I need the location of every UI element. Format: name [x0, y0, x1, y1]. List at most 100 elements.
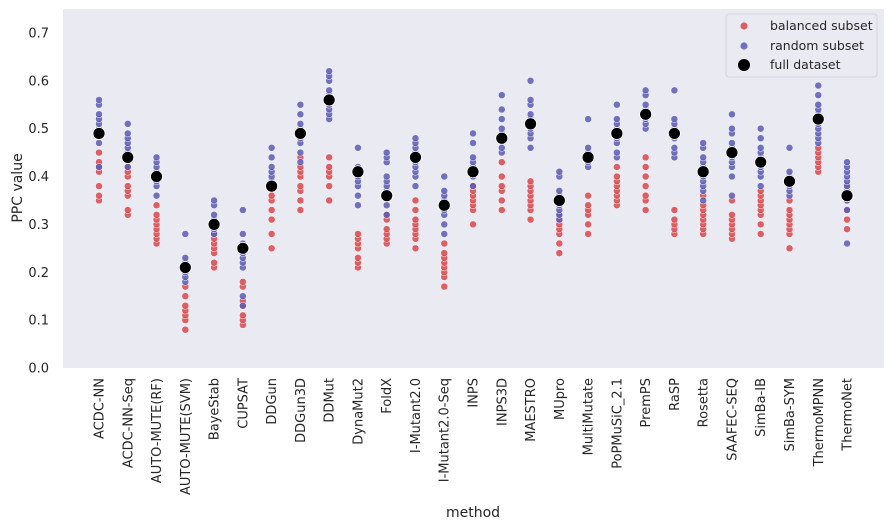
balanced-subset-point [210, 258, 218, 267]
random-subset-point [440, 230, 448, 238]
full-dataset-point [840, 189, 854, 203]
balanced-subset-point [411, 244, 420, 253]
full-dataset-point [322, 93, 336, 107]
x-tick-label: SimBa-SYM [783, 378, 798, 452]
y-axis-label: PPC value [10, 153, 26, 222]
legend-marker-full [738, 59, 750, 71]
balanced-subset-point [325, 182, 333, 190]
random-subset-point [756, 144, 765, 152]
balanced-subset-point [843, 225, 851, 233]
balanced-subset-point [239, 311, 247, 320]
random-subset-point [526, 144, 535, 152]
y-tick-label: 0.5 [28, 122, 49, 137]
random-subset-point [785, 167, 794, 176]
balanced-subset-point [728, 211, 736, 219]
full-dataset-point [380, 189, 394, 203]
x-tick-label: AUTO-MUTE(SVM) [179, 378, 194, 495]
random-subset-point [354, 191, 362, 200]
balanced-subset-point [181, 292, 190, 300]
legend: balanced subset random subset full datas… [725, 13, 878, 78]
random-subset-point [296, 158, 305, 166]
full-dataset-point [351, 165, 365, 179]
random-subset-point [210, 211, 218, 219]
random-subset-point [526, 96, 535, 104]
balanced-subset-point [498, 206, 506, 214]
random-subset-point [239, 230, 247, 238]
random-subset-point [469, 153, 477, 162]
random-subset-point [699, 153, 707, 162]
random-subset-point [699, 196, 707, 205]
full-dataset-point [783, 174, 796, 188]
legend-label-full: full dataset [770, 57, 841, 72]
random-subset-point [440, 187, 448, 195]
random-subset-point [267, 153, 276, 162]
random-subset-point [498, 115, 506, 123]
balanced-subset-point [267, 230, 276, 238]
balanced-subset-point [641, 153, 650, 162]
random-subset-point [584, 144, 592, 152]
random-subset-point [382, 172, 391, 181]
balanced-subset-point [670, 206, 679, 214]
random-subset-point [382, 201, 391, 210]
random-subset-point [641, 86, 650, 95]
balanced-subset-point [440, 249, 448, 257]
balanced-subset-point [584, 230, 592, 238]
full-dataset-point [696, 165, 710, 179]
random-subset-point [296, 110, 305, 119]
full-dataset-point [811, 112, 825, 126]
x-tick-label: DynaMut2 [351, 378, 366, 445]
random-subset-point [296, 120, 305, 128]
balanced-subset-point [124, 182, 132, 190]
balanced-subset-point [95, 148, 103, 157]
random-subset-point [498, 91, 506, 99]
random-subset-point [296, 148, 305, 157]
x-tick-label: BayeStab [208, 378, 223, 440]
balanced-subset-point [152, 201, 161, 210]
random-subset-point [181, 254, 190, 262]
balanced-subset-point [555, 239, 564, 248]
x-tick-label: SAAFEC-SEQ [725, 378, 740, 461]
x-tick-label: ThermoNet [841, 378, 856, 452]
random-subset-point [785, 144, 794, 152]
x-tick-label: ThermoMPNN [812, 378, 827, 467]
y-tick-label: 0.0 [28, 362, 49, 377]
random-subset-point [95, 110, 103, 119]
balanced-subset-point [785, 206, 794, 214]
x-tick-label: ACDC-NN [93, 378, 108, 439]
random-subset-point [95, 139, 103, 147]
random-subset-point [325, 67, 333, 75]
random-subset-point [526, 77, 535, 85]
full-dataset-point [610, 127, 624, 140]
balanced-subset-point [641, 163, 650, 171]
balanced-subset-point [95, 182, 103, 190]
x-tick-label: DDMut [323, 378, 338, 423]
x-tick-label: INPS3D [495, 378, 510, 426]
x-tick-label: PoPMuSiC_2.1 [610, 378, 625, 469]
full-dataset-point [293, 127, 307, 140]
random-subset-point [239, 206, 247, 214]
x-tick-label: SimBa-IB [754, 378, 769, 437]
balanced-subset-point [756, 230, 765, 238]
random-subset-point [181, 230, 190, 238]
random-subset-point [613, 115, 621, 123]
x-axis-label: method [446, 505, 500, 521]
x-tick-label: MultiMutate [582, 378, 597, 455]
balanced-subset-point [296, 196, 305, 205]
random-subset-point [670, 115, 679, 123]
x-tick-label: RaSP [668, 378, 683, 411]
balanced-subset-point [267, 244, 276, 253]
random-subset-point [382, 148, 391, 157]
legend-label-balanced: balanced subset [770, 18, 873, 33]
full-dataset-point [495, 131, 509, 145]
random-subset-point [814, 81, 822, 90]
random-subset-point [498, 144, 506, 152]
balanced-subset-point [267, 206, 276, 214]
balanced-subset-point [641, 172, 650, 181]
x-tick-label: Rosetta [697, 378, 712, 427]
full-dataset-point [178, 261, 192, 274]
balanced-subset-point [354, 254, 362, 262]
random-subset-point [469, 129, 477, 138]
balanced-subset-point [584, 220, 592, 229]
full-dataset-points [92, 93, 854, 274]
x-tick-label: PremPS [639, 378, 654, 427]
